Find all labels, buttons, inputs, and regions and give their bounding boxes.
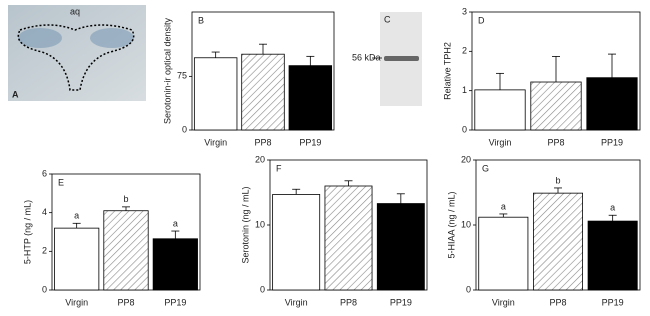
x-tick-label: PP19 [602, 297, 624, 307]
bar [152, 238, 198, 291]
panel-letter: F [276, 163, 282, 173]
panel-letter: B [198, 15, 204, 25]
y-tick-label: 0 [182, 124, 187, 134]
x-tick-label: Virgin [285, 297, 308, 307]
panel-c-image: C 56 kDa [352, 12, 422, 106]
bar [241, 53, 285, 131]
x-tick-label: PP19 [601, 137, 623, 147]
x-tick-label: PP8 [549, 297, 566, 307]
significance-letter: a [501, 201, 506, 211]
y-tick-label: 0 [466, 284, 471, 294]
bar [272, 194, 321, 291]
panel-a-image: A aq [8, 5, 146, 101]
panel-letter: A [12, 89, 19, 99]
x-tick-label: Virgin [204, 137, 227, 147]
bar [478, 216, 529, 291]
panel-letter: D [478, 15, 485, 25]
y-axis-label: Relative TPH2 [442, 42, 452, 100]
y-tick-label: 20 [461, 154, 471, 164]
significance-letter: a [74, 211, 79, 221]
y-axis-label: Serotonin (ng / mL) [240, 186, 250, 263]
x-tick-label: PP8 [340, 297, 357, 307]
y-tick-label: 10 [461, 219, 471, 229]
bar [193, 57, 238, 131]
label: 56 kDa [352, 52, 381, 62]
y-tick-label: 0 [462, 124, 467, 134]
significance-letter: a [610, 203, 615, 213]
bar [587, 220, 638, 291]
y-tick-label: 6 [42, 168, 47, 178]
y-tick-label: 0 [42, 284, 47, 294]
x-tick-label: Virgin [492, 297, 515, 307]
y-tick-label: 75 [177, 71, 187, 81]
bar [586, 77, 638, 131]
y-tick-label: 20 [255, 154, 265, 164]
significance-letter: b [555, 175, 560, 185]
bar [376, 203, 425, 291]
panel-letter: E [58, 177, 64, 187]
bar [54, 227, 100, 291]
x-tick-label: Virgin [489, 137, 512, 147]
y-tick-label: 0 [260, 284, 265, 294]
bar [530, 81, 582, 131]
bar [324, 185, 373, 291]
x-tick-label: Virgin [65, 297, 88, 307]
x-tick-label: PP19 [390, 297, 412, 307]
x-tick-label: PP8 [117, 297, 134, 307]
bar [288, 65, 333, 131]
y-axis-label: 5-HTP (ng / mL) [22, 200, 32, 264]
label: aq [70, 6, 80, 16]
significance-letter: b [123, 194, 128, 204]
y-tick-label: 3 [462, 6, 467, 16]
y-tick-label: 2 [42, 246, 47, 256]
bar [474, 89, 526, 131]
x-tick-label: PP19 [299, 137, 321, 147]
panel-letter: C [384, 14, 391, 24]
significance-letter: a [173, 218, 178, 228]
y-tick-label: 4 [42, 207, 47, 217]
x-tick-label: PP8 [254, 137, 271, 147]
bar [103, 210, 149, 291]
y-tick-label: 1 [462, 85, 467, 95]
x-tick-label: PP8 [547, 137, 564, 147]
y-axis-label: Serotonin-ir optical density [162, 17, 172, 124]
x-tick-label: PP19 [164, 297, 186, 307]
y-tick-label: 2 [462, 46, 467, 56]
panel-letter: G [482, 163, 489, 173]
y-tick-label: 10 [255, 219, 265, 229]
y-axis-label: 5-HIAA (ng / mL) [446, 191, 456, 258]
bar [533, 192, 584, 291]
